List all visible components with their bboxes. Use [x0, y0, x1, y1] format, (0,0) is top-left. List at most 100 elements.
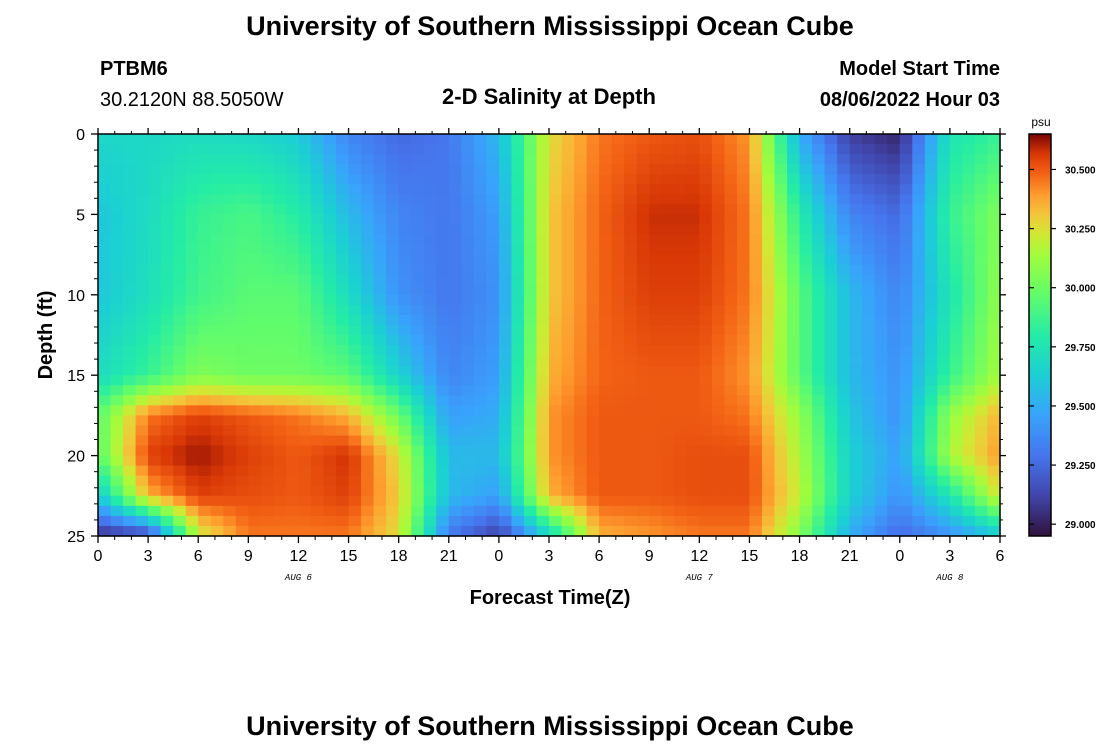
heatmap-cell — [461, 465, 475, 477]
heatmap-cell — [473, 264, 487, 276]
heatmap-cell — [223, 515, 237, 527]
heatmap-cell — [661, 244, 675, 256]
heatmap-cell — [649, 475, 663, 487]
heatmap-cell — [724, 244, 738, 256]
heatmap-cell — [761, 465, 776, 477]
heatmap-cell — [774, 264, 788, 276]
heatmap-cell — [699, 324, 713, 336]
heatmap-cell — [561, 505, 575, 517]
heatmap-cell — [874, 505, 888, 517]
heatmap-cell — [448, 294, 462, 306]
heatmap-cell — [148, 505, 162, 517]
heatmap-cell — [398, 355, 412, 366]
heatmap-cell — [223, 425, 237, 437]
heatmap-cell — [561, 375, 575, 386]
heatmap-cell — [787, 254, 801, 266]
heatmap-cell — [599, 495, 613, 507]
heatmap-cell — [949, 365, 964, 376]
heatmap-cell — [561, 515, 575, 527]
heatmap-cell — [398, 284, 412, 296]
heatmap-cell — [787, 525, 801, 537]
heatmap-cell — [160, 385, 174, 396]
heatmap-cell — [636, 385, 650, 396]
heatmap-cell — [611, 144, 625, 155]
heatmap-cell — [711, 274, 725, 286]
heatmap-cell — [448, 304, 462, 316]
heatmap-cell — [724, 154, 738, 165]
heatmap-cell — [787, 274, 801, 286]
heatmap-cell — [411, 134, 425, 145]
heatmap-cell — [787, 144, 801, 155]
heatmap-cell — [824, 254, 838, 266]
heatmap-cell — [774, 425, 788, 437]
heatmap-cell — [586, 505, 600, 517]
heatmap-cell — [636, 335, 650, 346]
heatmap-cell — [574, 134, 588, 145]
heatmap-cell — [599, 515, 613, 527]
heatmap-cell — [661, 144, 675, 155]
heatmap-cell — [411, 435, 425, 447]
heatmap-cell — [549, 375, 563, 386]
heatmap-cell — [248, 425, 262, 437]
heatmap-cell — [774, 274, 788, 286]
heatmap-cell — [98, 164, 112, 175]
heatmap-cell — [561, 204, 575, 215]
heatmap-cell — [448, 425, 462, 437]
heatmap-cell — [699, 224, 713, 236]
y-tick-label: 20 — [67, 449, 85, 466]
heatmap-cell — [323, 304, 337, 316]
heatmap-cell — [386, 214, 400, 226]
heatmap-cell — [210, 174, 224, 185]
heatmap-cell — [361, 465, 375, 477]
heatmap-cell — [812, 475, 826, 487]
heatmap-cell — [924, 194, 938, 205]
heatmap-cell — [561, 435, 575, 447]
heatmap-cell — [974, 505, 989, 517]
heatmap-cell — [185, 194, 199, 205]
heatmap-cell — [787, 485, 801, 497]
heatmap-cell — [749, 224, 763, 236]
heatmap-cell — [787, 134, 801, 145]
heatmap-cell — [523, 365, 538, 376]
heatmap-cell — [849, 455, 863, 467]
heatmap-cell — [398, 264, 412, 276]
heatmap-cell — [849, 134, 863, 145]
heatmap-cell — [473, 184, 487, 195]
heatmap-cell — [486, 395, 500, 406]
heatmap-cell — [649, 304, 663, 316]
heatmap-cell — [461, 314, 475, 326]
heatmap-cell — [899, 405, 913, 416]
heatmap-cell — [787, 495, 801, 507]
heatmap-cell — [799, 335, 813, 346]
heatmap-cell — [799, 515, 813, 527]
heatmap-cell — [549, 415, 563, 427]
heatmap-cell — [887, 505, 901, 517]
heatmap-cell — [423, 134, 437, 145]
heatmap-cell — [511, 224, 525, 236]
heatmap-cell — [674, 335, 688, 346]
heatmap-cell — [899, 144, 913, 155]
heatmap-cell — [874, 365, 888, 376]
heatmap-cell — [949, 475, 964, 487]
heatmap-cell — [310, 455, 325, 467]
heatmap-cell — [974, 174, 989, 185]
heatmap-cell — [736, 204, 751, 215]
heatmap-cell — [949, 405, 964, 416]
heatmap-cell — [862, 244, 876, 256]
heatmap-cell — [724, 435, 738, 447]
heatmap-cell — [774, 385, 788, 396]
heatmap-cell — [987, 324, 1001, 336]
heatmap-cell — [310, 274, 325, 286]
heatmap-cell — [799, 375, 813, 386]
heatmap-cell — [949, 345, 964, 356]
heatmap-cell — [110, 224, 124, 236]
heatmap-cell — [148, 415, 162, 427]
heatmap-cell — [736, 274, 751, 286]
heatmap-cell — [248, 234, 262, 246]
heatmap-cell — [210, 395, 224, 406]
heatmap-cell — [862, 375, 876, 386]
heatmap-cell — [899, 435, 913, 447]
heatmap-cell — [323, 224, 337, 236]
heatmap-cell — [373, 395, 387, 406]
heatmap-cell — [498, 134, 513, 145]
